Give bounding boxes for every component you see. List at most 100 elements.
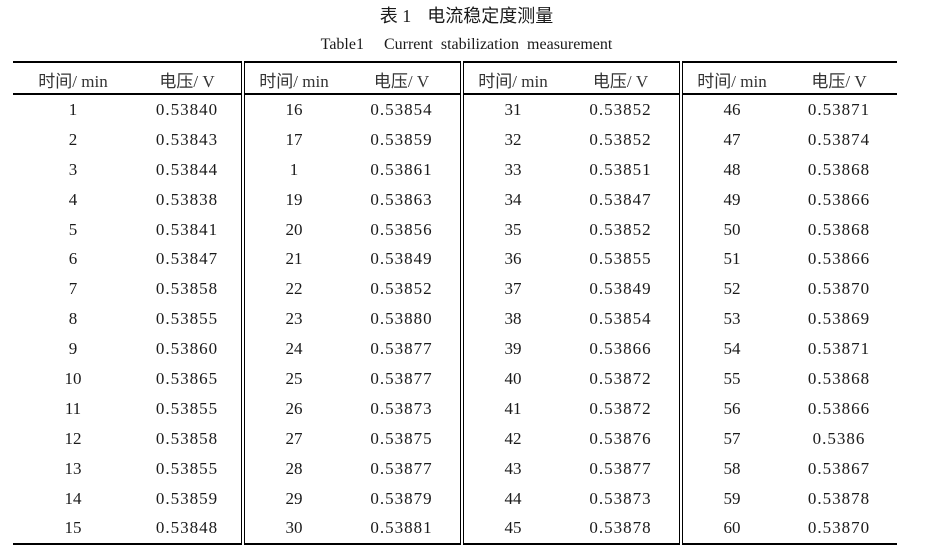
- voltage-cell: 0.53879: [343, 483, 464, 514]
- voltage-cell: 0.53874: [807, 129, 871, 149]
- voltage-cell: 0.53838: [133, 184, 245, 215]
- voltage-cell: 0.53865: [133, 364, 245, 394]
- voltage-cell: 0.53848: [133, 513, 245, 545]
- table-row: 10 0.53865 25 0.53877 40 0.53872 55 0.53868: [13, 364, 897, 394]
- voltage-cell: 0.53854: [343, 94, 464, 125]
- table-row: 5 0.53841 20 0.53856 35 0.53852 50 0.53868: [13, 214, 897, 245]
- voltage-cell: 0.53852: [562, 214, 683, 245]
- time-cell: 51: [723, 249, 741, 269]
- table-row: 15 0.53848 30 0.53881 45 0.53878 60 0.53870: [13, 513, 897, 545]
- time-cell: 20: [285, 219, 303, 239]
- voltage-cell: 0.53868: [807, 159, 871, 179]
- table-row: 8 0.53855 23 0.53880 38 0.53854 53 0.53869: [13, 304, 897, 335]
- table-row: 6 0.53847 21 0.53849 36 0.53855 51 0.53866: [13, 244, 897, 275]
- time-cell: 7: [68, 279, 78, 299]
- table-row: 1 0.53840 16 0.53854 31 0.53852 46 0.53871: [13, 94, 897, 125]
- voltage-cell: 0.53855: [133, 453, 245, 484]
- table-row: 7 0.53858 22 0.53852 37 0.53849 52 0.53870: [13, 274, 897, 305]
- table-row: 12 0.53858 27 0.53875 42 0.53876 57 0.5386: [13, 423, 897, 454]
- voltage-cell: 0.53854: [562, 304, 683, 335]
- time-cell: 52: [723, 279, 741, 299]
- table-row: 13 0.53855 28 0.53877 43 0.53877 58 0.53867: [13, 453, 897, 484]
- voltage-cell: 0.53868: [807, 368, 871, 388]
- voltage-cell: 0.53866: [807, 249, 871, 269]
- voltage-cell: 0.53859: [133, 483, 245, 514]
- voltage-cell: 0.53877: [343, 334, 464, 365]
- time-cell: 17: [285, 129, 303, 149]
- time-cell: 34: [504, 189, 522, 209]
- voltage-cell: 0.53878: [807, 488, 871, 508]
- time-cell: 48: [723, 159, 741, 179]
- time-cell: 25: [285, 368, 303, 388]
- subcaption-label: Table1: [320, 36, 364, 53]
- time-cell: 45: [504, 518, 522, 538]
- voltage-cell: 0.53868: [807, 219, 871, 239]
- time-cell: 21: [285, 249, 303, 269]
- time-cell: 30: [285, 518, 303, 538]
- voltage-cell: 0.53856: [343, 214, 464, 245]
- time-cell: 40: [504, 368, 522, 388]
- voltage-cell: 0.53869: [807, 309, 871, 329]
- voltage-cell: 0.53877: [343, 364, 464, 394]
- voltage-cell: 0.53849: [562, 274, 683, 305]
- time-cell: 37: [504, 279, 522, 299]
- voltage-cell: 0.53859: [343, 124, 464, 155]
- voltage-cell: 0.53841: [133, 214, 245, 245]
- voltage-cell: 0.5386: [812, 428, 866, 448]
- voltage-cell: 0.53844: [133, 154, 245, 185]
- header-time: 时间/ min: [243, 62, 343, 95]
- voltage-cell: 0.53872: [562, 364, 683, 394]
- table-subcaption: Table1 Current stabilization measurement: [0, 36, 933, 54]
- table-row: 3 0.53844 1 0.53861 33 0.53851 48 0.53868: [13, 154, 897, 185]
- voltage-cell: 0.53843: [133, 124, 245, 155]
- time-cell: 26: [285, 398, 303, 418]
- voltage-cell: 0.53875: [343, 423, 464, 454]
- voltage-cell: 0.53870: [807, 279, 871, 299]
- time-cell: 42: [504, 428, 522, 448]
- voltage-cell: 0.53860: [133, 334, 245, 365]
- voltage-cell: 0.53866: [807, 189, 871, 209]
- voltage-cell: 0.53873: [562, 483, 683, 514]
- time-cell: 39: [504, 339, 522, 359]
- time-cell: 59: [723, 488, 741, 508]
- voltage-cell: 0.53849: [343, 244, 464, 275]
- time-cell: 19: [285, 189, 303, 209]
- table-row: 9 0.53860 24 0.53877 39 0.53866 54 0.53871: [13, 334, 897, 365]
- caption-label: 表 1: [379, 6, 412, 26]
- voltage-cell: 0.53866: [807, 398, 871, 418]
- time-cell: 36: [504, 249, 522, 269]
- time-cell: 23: [285, 309, 303, 329]
- time-cell: 2: [68, 129, 78, 149]
- time-cell: 44: [504, 488, 522, 508]
- voltage-cell: 0.53851: [562, 154, 683, 185]
- voltage-cell: 0.53872: [562, 393, 683, 424]
- time-cell: 16: [285, 99, 303, 119]
- time-cell: 1: [68, 99, 78, 119]
- voltage-cell: 0.53855: [562, 244, 683, 275]
- time-cell: 56: [723, 398, 741, 418]
- voltage-cell: 0.53873: [343, 393, 464, 424]
- subcaption-title: Current stabilization measurement: [383, 36, 613, 53]
- voltage-cell: 0.53870: [807, 518, 871, 538]
- header-voltage: 电压/ V: [343, 62, 464, 95]
- time-cell: 50: [723, 219, 741, 239]
- voltage-cell: 0.53858: [133, 423, 245, 454]
- voltage-cell: 0.53877: [562, 453, 683, 484]
- time-cell: 57: [723, 428, 741, 448]
- header-time: 时间/ min: [462, 62, 562, 95]
- voltage-cell: 0.53871: [807, 99, 871, 119]
- table-row: 4 0.53838 19 0.53863 34 0.53847 49 0.53866: [13, 184, 897, 215]
- time-cell: 47: [723, 129, 741, 149]
- time-cell: 60: [723, 518, 741, 538]
- voltage-cell: 0.53855: [133, 393, 245, 424]
- header-voltage: 电压/ V: [133, 62, 245, 95]
- time-cell: 22: [285, 279, 303, 299]
- header-voltage: 电压/ V: [562, 62, 683, 95]
- header-time: 时间/ min: [681, 62, 781, 95]
- time-cell: 28: [285, 458, 303, 478]
- time-cell: 35: [504, 219, 522, 239]
- time-cell: 14: [64, 488, 82, 508]
- time-cell: 9: [68, 339, 78, 359]
- measurement-table: 时间/ min 电压/ V 时间/ min 电压/ V 时间/ min 电压/ V 时间/ …: [13, 61, 897, 546]
- voltage-cell: 0.53877: [343, 453, 464, 484]
